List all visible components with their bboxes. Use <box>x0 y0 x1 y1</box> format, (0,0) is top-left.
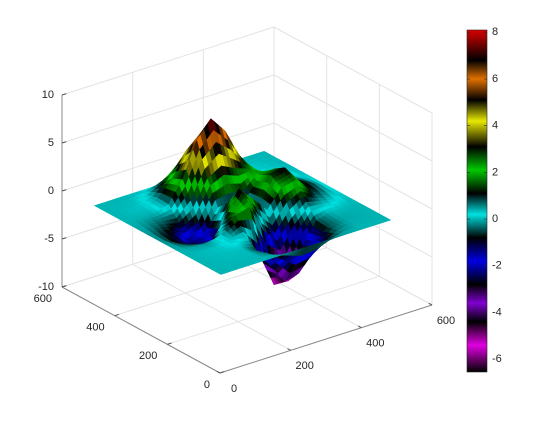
colorbar-tick-label: 0 <box>492 213 498 225</box>
y-tick <box>220 372 224 373</box>
y-tick-label: 200 <box>139 350 157 362</box>
x-tick-label: 0 <box>231 383 237 395</box>
colorbar-tick-label: 2 <box>492 166 498 178</box>
x-tick <box>358 326 361 328</box>
grid-line <box>274 27 432 113</box>
z-tick <box>62 94 66 95</box>
z-tick-label: 5 <box>48 137 54 149</box>
colorbar-tick-label: -4 <box>492 306 502 318</box>
colorbar-tick-label: 8 <box>492 26 498 38</box>
y-tick <box>115 314 119 315</box>
x-tick <box>217 371 220 373</box>
z-tick-label: -5 <box>44 233 54 245</box>
x-tick-label: 200 <box>295 360 313 372</box>
x-tick-label: 600 <box>437 315 455 327</box>
grid-line <box>274 75 432 161</box>
z-tick-label: 10 <box>42 89 54 101</box>
z-tick-label: -10 <box>38 281 54 293</box>
colorbar <box>467 30 487 372</box>
colorbar-tick-label: 6 <box>492 73 498 85</box>
x-tick-label: 400 <box>366 338 384 350</box>
x-tick <box>288 349 291 351</box>
z-tick <box>62 286 66 287</box>
z-tick-label: 0 <box>48 185 54 197</box>
grid-line <box>133 264 291 350</box>
y-tick-label: 400 <box>86 322 104 334</box>
grid-line <box>167 276 379 344</box>
x-axis-line <box>220 305 432 373</box>
z-tick <box>62 238 66 239</box>
colorbar-tick-label: 4 <box>492 120 498 132</box>
colorbar-tick-label: -6 <box>492 353 502 365</box>
y-tick-label: 0 <box>204 379 210 391</box>
z-tick <box>62 142 66 143</box>
colorbar-tick-label: -2 <box>492 260 502 272</box>
y-tick-label: 600 <box>34 293 52 305</box>
z-tick <box>62 190 66 191</box>
y-tick <box>167 343 171 344</box>
